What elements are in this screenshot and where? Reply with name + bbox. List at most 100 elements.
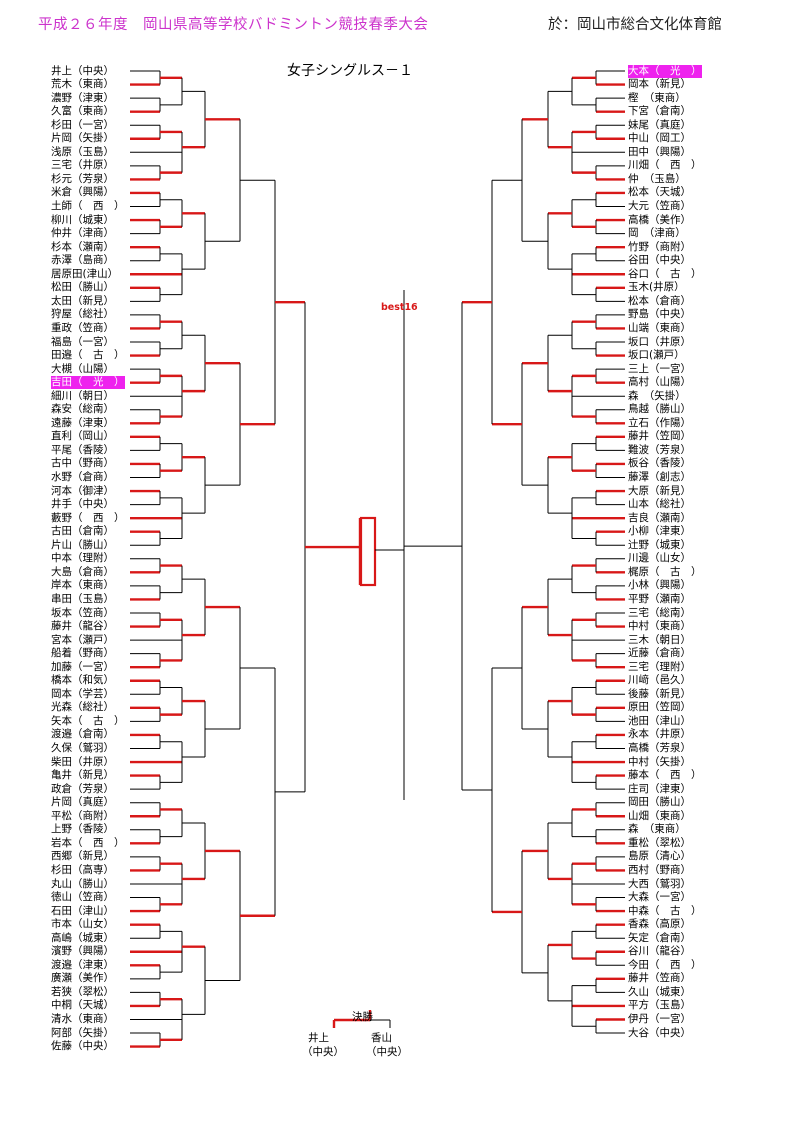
- right-player-name: 川畑（ 西 ）: [628, 159, 702, 172]
- right-player-name: 香森（高原）: [628, 918, 691, 931]
- left-player-name: 古中（野商）: [51, 457, 114, 470]
- right-player-name: 小柳（津東）: [628, 525, 691, 538]
- right-player-name: 大本（ 光 ）: [628, 64, 702, 78]
- right-player-name: 難波（芳泉）: [628, 443, 691, 456]
- left-player-name: 松田（勝山）: [51, 281, 114, 294]
- right-player-name: 中村（矢掛）: [628, 755, 691, 768]
- final-left-school: （中央）: [302, 1046, 344, 1058]
- right-player-name: 中山（岡工）: [628, 132, 691, 145]
- left-player-name: 仲井（津商）: [51, 227, 114, 240]
- right-player-name: 藤井（笠商）: [628, 972, 691, 985]
- left-player-name: 宮本（瀬戸）: [51, 633, 114, 646]
- left-player-name: 佐藤（中央）: [51, 1040, 114, 1053]
- right-player-name: 平方（玉島）: [628, 999, 691, 1012]
- left-player-name: 細川（朝日）: [51, 389, 114, 402]
- left-player-name: 藪野（ 西 ）: [51, 511, 125, 524]
- left-player-name: 杉田（高専）: [51, 863, 114, 876]
- left-player-name: 片岡（矢掛）: [51, 132, 114, 145]
- right-player-name: 久山（城東）: [628, 985, 691, 998]
- left-player-name: 光森（総社）: [51, 701, 114, 714]
- right-player-name: 森 （矢掛）: [628, 389, 686, 402]
- right-player-name: 小林（興陽）: [628, 579, 691, 592]
- left-player-name: 田邉（ 古 ）: [51, 349, 125, 362]
- left-player-name: 太田（新見）: [51, 294, 114, 307]
- left-player-name: 片岡（真庭）: [51, 796, 114, 809]
- left-player-name: 赤澤（島商）: [51, 254, 114, 267]
- left-player-name: 杉元（芳泉）: [51, 172, 114, 185]
- left-player-name: 荒木（東商）: [51, 78, 114, 91]
- left-player-name: 福島（一宮）: [51, 335, 114, 348]
- left-player-name: 清水（東商）: [51, 1013, 114, 1025]
- left-player-name: 串田（玉島）: [51, 592, 114, 605]
- left-player-name: 居原田(津山）: [51, 267, 119, 280]
- left-player-name: 政倉（芳泉）: [51, 782, 114, 795]
- left-player-name: 阿部（矢掛）: [51, 1026, 114, 1039]
- left-player-name: 狩屋（総社）: [51, 308, 114, 321]
- right-player-name: 今田（ 西 ）: [628, 958, 702, 971]
- left-player-name: 遠藤（津東）: [51, 416, 114, 429]
- right-player-name: 近藤（倉商）: [628, 647, 691, 660]
- left-player-name: 平松（商附）: [51, 809, 114, 822]
- tournament-title: 平成２６年度 岡山県高等学校バドミントン競技春季大会: [38, 17, 429, 33]
- right-player-name: 山本（総社）: [628, 498, 691, 511]
- left-player-name: 西郷（新見）: [51, 850, 114, 863]
- right-player-name: 矢定（倉南）: [628, 931, 691, 944]
- right-player-name: 谷田（中央）: [628, 254, 691, 267]
- left-player-name: 柴田（井原）: [51, 755, 114, 768]
- right-player-name: 大原（新見）: [628, 484, 691, 497]
- final-left-name: 井上: [308, 1032, 329, 1044]
- left-player-name: 久保（鷲羽）: [51, 742, 114, 754]
- right-player-name: 谷川（龍谷）: [628, 945, 691, 958]
- right-player-name: 立石（作陽）: [628, 416, 691, 429]
- right-player-name: 岡田（勝山）: [628, 796, 691, 809]
- left-player-name: 杉田（一宮）: [51, 118, 114, 131]
- left-player-name: 水野（倉商）: [51, 471, 114, 483]
- right-player-name: 坂口（井原）: [628, 335, 691, 348]
- right-player-name: 野島（中央）: [628, 308, 691, 321]
- right-player-name: 藤澤（創志）: [628, 471, 691, 483]
- right-player-name: 岡本（新見）: [628, 78, 691, 91]
- left-player-name: 濃野（津東）: [51, 91, 114, 104]
- left-player-name: 大槻（山陽）: [51, 362, 114, 375]
- left-player-name: 藤井（龍谷）: [51, 620, 114, 633]
- right-player-name: 樫 （東商）: [628, 91, 686, 104]
- left-player-name: 井手（中央）: [51, 498, 114, 511]
- right-player-name: 坂口(瀬戸）: [628, 349, 685, 362]
- right-player-name: 重松（翠松）: [628, 836, 691, 849]
- left-player-name: 矢本（ 古 ）: [51, 714, 125, 727]
- right-player-name: 平野（瀬南）: [628, 592, 691, 605]
- right-player-name: 藤井（笠岡）: [628, 430, 691, 443]
- right-player-name: 竹野（商附）: [628, 240, 691, 253]
- left-player-name: 橋本（和気）: [51, 674, 114, 687]
- left-player-name: 徳山（笠商）: [51, 891, 114, 904]
- left-player-name: 杉本（瀬南）: [51, 240, 114, 253]
- right-player-name: 下宮（倉南）: [628, 105, 691, 118]
- right-player-name: 谷口（ 古 ）: [628, 267, 702, 280]
- right-player-name: 大元（笠商）: [628, 200, 691, 212]
- right-player-name: 高村（山陽）: [628, 376, 691, 389]
- left-player-name: 柳川（城東）: [51, 213, 114, 226]
- left-player-name: 渡邉（津東）: [51, 958, 114, 971]
- left-player-name: 岡本（学芸）: [51, 687, 114, 700]
- right-player-name: 森 （東商）: [628, 823, 686, 836]
- right-player-name: 大谷（中央）: [628, 1026, 691, 1039]
- right-player-name: 池田（津山）: [628, 714, 691, 727]
- right-player-name: 三上（一宮）: [628, 362, 691, 375]
- right-player-name: 田中（興陽）: [628, 145, 691, 158]
- event-title: 女子シングルス－１: [287, 63, 413, 79]
- right-player-name: 島原（清心）: [628, 850, 691, 863]
- left-player-name: 重政（笠商）: [51, 321, 114, 334]
- right-player-name: 辻野（城東）: [628, 538, 691, 551]
- right-player-name: 伊丹（一宮）: [628, 1013, 691, 1025]
- final-right-name: 香山: [371, 1032, 392, 1044]
- left-player-name: 中桐（天城）: [51, 999, 114, 1012]
- left-player-name: 三宅（井原）: [51, 159, 114, 172]
- left-player-name: 丸山（勝山）: [51, 877, 114, 890]
- final-right-school: （中央）: [366, 1046, 408, 1058]
- right-player-name: 板谷（香陵）: [628, 457, 691, 470]
- right-player-name: 庄司（津東）: [628, 782, 691, 795]
- left-player-name: 濱野（興陽）: [51, 945, 114, 958]
- right-player-name: 高橋（芳泉）: [628, 742, 691, 754]
- left-player-name: 片山（勝山）: [51, 538, 114, 551]
- left-player-name: 平尾（香陵）: [51, 443, 114, 456]
